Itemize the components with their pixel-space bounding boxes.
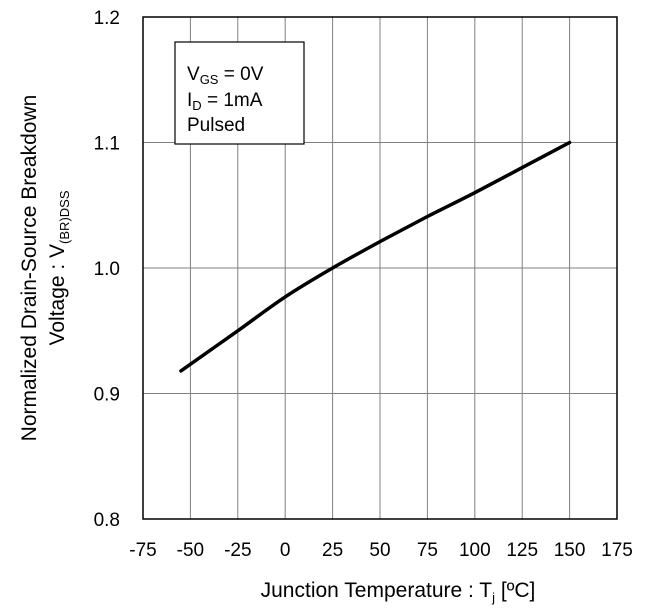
x-tick-label: 0 [280, 540, 291, 561]
x-tick-label: -25 [224, 540, 251, 561]
legend-line-vgs: VGS = 0V [187, 64, 264, 87]
legend-line-id: ID = 1mA [187, 90, 263, 113]
y-axis-title: Normalized Drain-Source Breakdown Voltag… [18, 95, 72, 442]
y-tick-label: 0.8 [94, 510, 120, 531]
x-tick-label: -50 [177, 540, 204, 561]
x-tick-label: 175 [601, 540, 633, 561]
x-axis-title: Junction Temperature : Tj [ºC] [261, 579, 536, 605]
y-tick-label: 0.9 [94, 385, 120, 406]
plot-frame [142, 16, 618, 520]
y-tick-label: 1.2 [94, 8, 120, 29]
y-tick-label: 1.1 [94, 134, 120, 155]
y-axis-title-line2: Voltage : V(BR)DSS [46, 190, 72, 345]
x-tick-labels: -75 -50 -25 0 25 50 75 100 125 150 175 [129, 540, 633, 561]
x-tick-label: 125 [506, 540, 538, 561]
series-line [179, 140, 572, 373]
legend-box: VGS = 0V ID = 1mA Pulsed [174, 41, 305, 145]
x-tick-label: 25 [322, 540, 343, 561]
y-tick-label: 1.0 [94, 259, 120, 280]
x-tick-label: 75 [417, 540, 438, 561]
y-axis-title-line1: Normalized Drain-Source Breakdown [18, 95, 41, 442]
x-tick-label: 150 [554, 540, 586, 561]
y-tick-labels: 0.8 0.9 1.0 1.1 1.2 [94, 8, 120, 531]
x-tick-label: -75 [129, 540, 156, 561]
x-tick-label: 50 [369, 540, 390, 561]
x-tick-label: 100 [459, 540, 491, 561]
legend-frame [174, 41, 305, 145]
legend-line-pulsed: Pulsed [187, 115, 245, 136]
